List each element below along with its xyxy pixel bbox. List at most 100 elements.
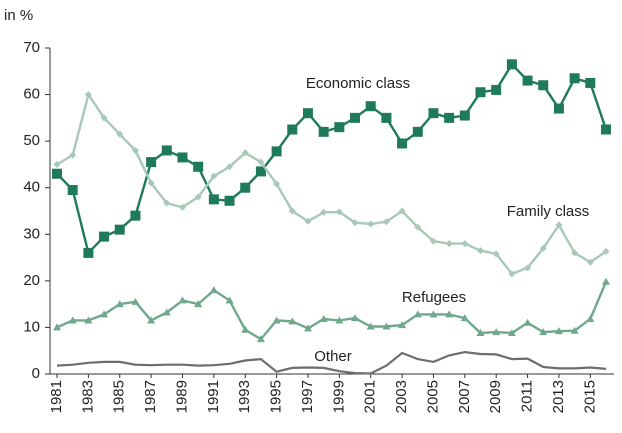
marker [130,210,141,221]
x-tick-label: 2015 [581,380,598,413]
marker [272,316,281,324]
series [53,277,610,343]
marker [288,317,297,325]
marker [302,108,313,119]
x-tick-label: 1987 [142,380,159,413]
series-label: Refugees [402,289,466,306]
series [53,91,610,278]
x-tick-label: 2009 [487,380,504,413]
marker [398,207,406,215]
marker [225,296,234,304]
marker [460,314,469,322]
marker [398,321,407,329]
marker [492,250,500,258]
marker [52,168,62,179]
series-line [56,281,608,341]
series-label: Other [314,348,352,365]
marker [570,326,579,334]
marker [303,324,312,332]
marker [477,247,485,255]
marker [147,316,156,324]
marker [69,151,77,159]
marker [351,219,359,227]
marker [194,300,203,308]
marker [508,270,516,278]
marker [209,286,218,294]
marker [100,310,109,318]
marker [522,75,533,86]
marker [367,220,375,228]
marker [320,208,328,216]
y-axis-label: in % [4,7,33,24]
y-tick-label: 50 [23,132,40,149]
marker [459,110,470,121]
marker [288,207,296,215]
marker [304,217,312,225]
marker [178,296,187,304]
marker [99,231,110,242]
marker [524,264,532,272]
marker [555,221,563,229]
marker [412,126,423,137]
marker [194,193,202,201]
marker [444,112,455,123]
series-line [56,350,607,375]
marker [602,248,610,256]
series [56,350,607,375]
marker [114,224,125,235]
marker [147,179,155,187]
marker [491,84,502,95]
series-label: Family class [507,203,590,220]
marker [178,203,186,211]
marker [257,158,265,166]
x-tick-label: 2007 [456,380,473,413]
marker [318,126,329,137]
marker [414,223,422,231]
marker [210,172,218,180]
x-tick-label: 1993 [236,380,253,413]
marker [319,315,328,323]
x-tick-label: 1983 [79,380,96,413]
marker [241,149,249,157]
x-tick-label: 1995 [268,380,285,413]
marker [161,145,172,156]
marker [445,310,454,318]
series [52,59,611,258]
x-tick-label: 1997 [299,380,316,413]
marker [461,240,469,248]
marker [413,310,422,318]
y-tick-label: 70 [23,39,40,56]
marker [492,328,501,336]
x-tick-label: 2011 [519,380,536,412]
marker [162,308,171,316]
marker [382,218,390,226]
marker [240,182,251,193]
marker [382,322,391,330]
y-tick-label: 20 [23,272,40,289]
marker [273,180,281,188]
marker [539,328,548,336]
marker [601,124,611,135]
marker [255,166,266,177]
marker [476,329,485,337]
marker [84,91,92,99]
marker [602,277,610,285]
marker [585,77,596,88]
marker [115,300,124,308]
marker [334,122,345,133]
marker [287,124,298,135]
marker [569,73,580,84]
marker [163,199,171,207]
marker [381,112,392,123]
marker [507,329,516,337]
marker [67,185,78,196]
marker [146,157,157,168]
marker [350,112,361,123]
marker [429,237,437,245]
marker [226,163,234,171]
marker [351,314,360,322]
marker [335,316,344,324]
marker [553,103,564,114]
series-label: Economic class [306,75,410,92]
marker [475,87,486,98]
